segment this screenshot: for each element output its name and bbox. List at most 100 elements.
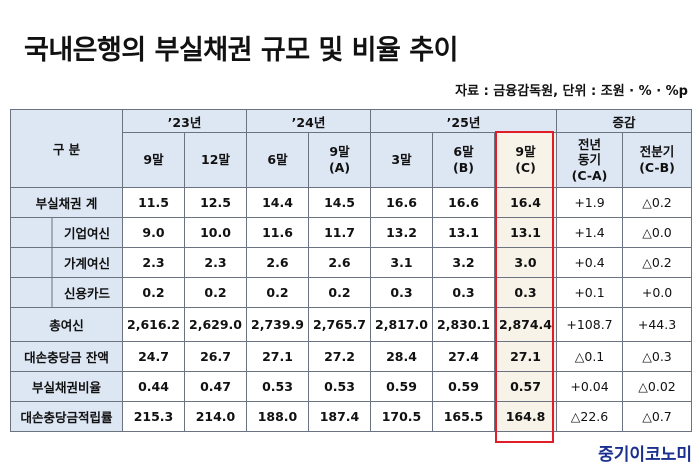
table-cell: 16.6 bbox=[370, 187, 433, 218]
table-row: 대손충당금 잔액 24.7 26.7 27.1 27.2 28.4 27.4 27.1 △0.1… bbox=[10, 341, 693, 372]
table-cell: 3.1 bbox=[370, 247, 433, 278]
row-label: 부실채권 계 bbox=[10, 187, 123, 218]
table-cell: 27.1 bbox=[493, 341, 558, 372]
row-label: 기업여신 bbox=[10, 217, 123, 248]
table-cell: 164.8 bbox=[493, 401, 558, 432]
table-cell: △0.2 bbox=[622, 247, 693, 278]
table-cell: 0.3 bbox=[432, 277, 495, 308]
table-cell: 12.5 bbox=[184, 187, 247, 218]
col-header: 9말 bbox=[122, 132, 185, 188]
table-cell: +0.4 bbox=[556, 247, 624, 278]
table-cell: 2,739.9 bbox=[246, 307, 309, 342]
table-cell: +1.4 bbox=[556, 217, 624, 248]
table-cell: 11.5 bbox=[122, 187, 185, 218]
table-cell: 26.7 bbox=[184, 341, 247, 372]
table-cell: 0.53 bbox=[308, 371, 371, 402]
table-cell: 214.0 bbox=[184, 401, 247, 432]
table-cell: 13.2 bbox=[370, 217, 433, 248]
table-cell: 187.4 bbox=[308, 401, 371, 432]
header-year-24: ’24년 bbox=[246, 109, 371, 133]
table-cell: 14.5 bbox=[308, 187, 371, 218]
table-cell: 11.7 bbox=[308, 217, 371, 248]
table-cell: +108.7 bbox=[556, 307, 624, 342]
row-label: 신용카드 bbox=[10, 277, 123, 308]
table-cell: 0.59 bbox=[370, 371, 433, 402]
table-cell: 0.47 bbox=[184, 371, 247, 402]
col-header-highlight: 9말 (C) bbox=[493, 132, 558, 188]
header-year-25: ’25년 bbox=[369, 109, 558, 133]
table-cell: △0.7 bbox=[622, 401, 693, 432]
table-cell: 13.1 bbox=[432, 217, 495, 248]
table-cell: 0.53 bbox=[246, 371, 309, 402]
table-row: 총여신 2,616.2 2,629.0 2,739.9 2,765.7 2,817.0 2,… bbox=[10, 307, 693, 342]
table-cell: 2,830.1 bbox=[432, 307, 495, 342]
header-change: 증감 bbox=[556, 109, 693, 133]
table-cell: △0.0 bbox=[622, 217, 693, 248]
table-row: 대손충당금적립률 215.3 214.0 188.0 187.4 170.5 165.5 16… bbox=[10, 401, 693, 432]
table-cell: 2,817.0 bbox=[370, 307, 433, 342]
table-cell: 0.3 bbox=[493, 277, 558, 308]
row-label: 부실채권비율 bbox=[10, 371, 123, 402]
table-cell: 0.2 bbox=[122, 277, 185, 308]
table-cell: 2,629.0 bbox=[184, 307, 247, 342]
table-cell: 2.3 bbox=[122, 247, 185, 278]
table-cell: 0.57 bbox=[493, 371, 558, 402]
table-cell: 0.59 bbox=[432, 371, 495, 402]
table-cell: 2,616.2 bbox=[122, 307, 185, 342]
table-cell: 24.7 bbox=[122, 341, 185, 372]
table-cell: △0.2 bbox=[622, 187, 693, 218]
col-header: 3말 bbox=[370, 132, 433, 188]
table-cell: 27.2 bbox=[308, 341, 371, 372]
table-cell: 13.1 bbox=[493, 217, 558, 248]
header-category: 구 분 bbox=[10, 109, 123, 188]
table-cell: 188.0 bbox=[246, 401, 309, 432]
table-cell: 10.0 bbox=[184, 217, 247, 248]
data-table-container: 구 분 ’23년 ’24년 ’25년 증감 9말 12말 6말 9말 (A) 3말… bbox=[10, 109, 693, 432]
table-cell: 0.2 bbox=[246, 277, 309, 308]
table-row: 신용카드 0.2 0.2 0.2 0.2 0.3 0.3 0.3 +0.1 +0.0 bbox=[10, 277, 693, 308]
table-cell: 16.4 bbox=[493, 187, 558, 218]
col-header: 6말 bbox=[246, 132, 309, 188]
table-cell: 0.3 bbox=[370, 277, 433, 308]
table-cell: △0.02 bbox=[622, 371, 693, 402]
col-header: 12말 bbox=[184, 132, 247, 188]
table-cell: 215.3 bbox=[122, 401, 185, 432]
table-cell: △0.3 bbox=[622, 341, 693, 372]
row-label: 대손충당금 잔액 bbox=[10, 341, 123, 372]
table-cell: 16.6 bbox=[432, 187, 495, 218]
table-cell: 14.4 bbox=[246, 187, 309, 218]
table-cell: 27.1 bbox=[246, 341, 309, 372]
table-cell: 3.2 bbox=[432, 247, 495, 278]
row-label: 총여신 bbox=[10, 307, 123, 342]
source-note: 자료 : 금융감독원, 단위 : 조원 · % · %p bbox=[455, 84, 688, 99]
table-cell: +1.9 bbox=[556, 187, 624, 218]
table-cell: 0.44 bbox=[122, 371, 185, 402]
table-cell: +0.04 bbox=[556, 371, 624, 402]
bad-loans-table: 구 분 ’23년 ’24년 ’25년 증감 9말 12말 6말 9말 (A) 3말… bbox=[10, 109, 693, 432]
table-row: 부실채권비율 0.44 0.47 0.53 0.53 0.59 0.59 0.57 +0.04 △… bbox=[10, 371, 693, 402]
table-body: 부실채권 계 11.5 12.5 14.4 14.5 16.6 16.6 16.4 +1.9 △0… bbox=[10, 187, 693, 432]
table-cell: △22.6 bbox=[556, 401, 624, 432]
col-header: 전년 동기 (C-A) bbox=[556, 132, 624, 188]
table-cell: 28.4 bbox=[370, 341, 433, 372]
col-header: 전분기 (C-B) bbox=[622, 132, 693, 188]
table-cell: +0.1 bbox=[556, 277, 624, 308]
table-row: 기업여신 9.0 10.0 11.6 11.7 13.2 13.1 13.1 +1.4 △0.0 bbox=[10, 217, 693, 248]
row-label: 가계여신 bbox=[10, 247, 123, 278]
table-cell: 165.5 bbox=[432, 401, 495, 432]
row-label: 대손충당금적립률 bbox=[10, 401, 123, 432]
table-cell: +44.3 bbox=[622, 307, 693, 342]
col-header: 9말 (A) bbox=[308, 132, 371, 188]
table-cell: △0.1 bbox=[556, 341, 624, 372]
header-year-23: ’23년 bbox=[122, 109, 247, 133]
table-row: 부실채권 계 11.5 12.5 14.4 14.5 16.6 16.6 16.4 +1.9 △0… bbox=[10, 187, 693, 218]
table-row: 가계여신 2.3 2.3 2.6 2.6 3.1 3.2 3.0 +0.4 △0.2 bbox=[10, 247, 693, 278]
table-cell: 2,874.4 bbox=[493, 307, 558, 342]
table-cell: 0.2 bbox=[308, 277, 371, 308]
table-cell: 27.4 bbox=[432, 341, 495, 372]
table-cell: 11.6 bbox=[246, 217, 309, 248]
table-cell: 170.5 bbox=[370, 401, 433, 432]
table-cell: 2.3 bbox=[184, 247, 247, 278]
table-cell: 3.0 bbox=[493, 247, 558, 278]
table-cell: 9.0 bbox=[122, 217, 185, 248]
